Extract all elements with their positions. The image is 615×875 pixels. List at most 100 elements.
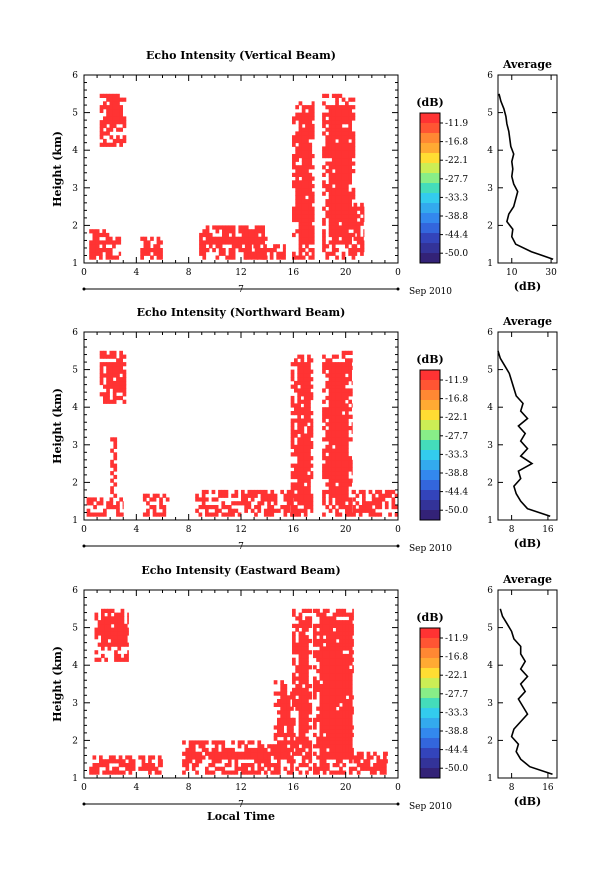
echo-cell — [332, 729, 337, 734]
colorbar-segment — [420, 380, 440, 391]
echo-cell — [305, 165, 309, 170]
echo-cell — [218, 759, 222, 764]
colorbar-segment — [420, 193, 440, 204]
echo-cell — [335, 373, 339, 378]
echo-cell — [341, 131, 346, 136]
colorbar-segment — [420, 738, 440, 749]
echo-cell — [341, 236, 346, 241]
echo-cell — [112, 97, 117, 102]
echo-cell — [322, 123, 326, 129]
echo-cell — [298, 684, 303, 689]
echo-cell — [331, 180, 336, 185]
echo-cell — [261, 225, 265, 230]
echo-cell — [109, 101, 114, 106]
echo-cell — [342, 702, 347, 707]
echo-cell — [338, 433, 343, 438]
echo-cell — [332, 623, 337, 628]
echo-cell — [335, 665, 340, 670]
echo-cell — [303, 384, 308, 389]
echo-cell — [114, 642, 118, 647]
echo-cell — [305, 725, 309, 730]
echo-cell — [351, 365, 353, 370]
echo-cell — [295, 623, 299, 628]
echo-cell — [295, 706, 299, 711]
echo-cell — [316, 623, 320, 628]
echo-cell — [351, 225, 356, 230]
y-axis-label: Height (km) — [51, 131, 64, 207]
echo-cell — [110, 471, 114, 476]
average-x-tick-label: 8 — [509, 525, 515, 535]
echo-cell — [95, 763, 100, 768]
echo-cell — [300, 369, 305, 374]
echo-cell — [326, 710, 330, 715]
echo-cell — [360, 248, 364, 253]
echo-cell — [301, 176, 306, 181]
echo-cell — [332, 744, 337, 749]
echo-cell — [322, 146, 326, 151]
echo-cell — [115, 255, 120, 260]
echo-cell — [300, 411, 305, 416]
average-frame — [497, 589, 558, 779]
echo-cell — [345, 441, 349, 446]
echo-cell — [273, 702, 278, 707]
echo-cell — [310, 384, 314, 389]
echo-cell — [328, 232, 333, 238]
echo-cell — [298, 150, 303, 155]
echo-cell — [297, 365, 301, 370]
echo-cell — [338, 456, 343, 461]
echo-cell — [391, 489, 396, 495]
echo-cell — [298, 691, 303, 696]
echo-cell — [298, 116, 303, 121]
average-y-tick-label: 1 — [487, 774, 493, 784]
echo-cell — [301, 112, 306, 117]
echo-cell — [105, 240, 110, 245]
echo-cell — [292, 672, 296, 677]
echo-cell — [305, 740, 309, 745]
echo-cell — [353, 214, 358, 219]
echo-cell — [376, 763, 381, 768]
echo-cell — [338, 154, 343, 159]
echo-cell — [345, 638, 350, 644]
echo-cell — [254, 229, 259, 234]
echo-cell — [128, 763, 133, 768]
echo-cell — [352, 695, 354, 700]
echo-cell — [335, 105, 339, 110]
echo-cell — [308, 684, 313, 689]
echo-cell — [352, 512, 356, 517]
echo-cell — [97, 631, 102, 636]
echo-cell — [222, 251, 226, 256]
echo-cell — [131, 759, 136, 764]
echo-cell — [373, 763, 377, 768]
echo-cell — [298, 740, 303, 745]
echo-cell — [388, 489, 392, 495]
echo-cell — [92, 770, 97, 775]
echo-cell — [234, 489, 239, 495]
echo-cell — [298, 184, 303, 189]
echo-cell — [305, 127, 309, 132]
echo-cell — [341, 395, 346, 401]
echo-cell — [205, 236, 210, 241]
echo-cell — [332, 672, 337, 677]
echo-cell — [331, 154, 336, 159]
echo-cell — [301, 135, 306, 140]
echo-cell — [228, 251, 233, 256]
echo-cell — [363, 759, 367, 764]
echo-cell — [99, 251, 103, 256]
echo-cell — [261, 232, 265, 238]
echo-cell — [303, 395, 308, 401]
echo-cell — [300, 362, 305, 367]
echo-cell — [322, 426, 326, 431]
echo-cell — [338, 232, 343, 238]
echo-cell — [376, 766, 381, 771]
echo-cell — [301, 721, 306, 726]
echo-cell — [95, 248, 100, 253]
echo-cell — [345, 127, 349, 132]
echo-cell — [295, 616, 299, 621]
echo-cell — [322, 684, 327, 689]
echo-cell — [339, 627, 343, 632]
echo-cell — [227, 759, 232, 764]
echo-cell — [270, 770, 275, 775]
echo-cell — [342, 732, 347, 738]
echo-cell — [292, 612, 296, 617]
echo-cell — [143, 244, 148, 249]
